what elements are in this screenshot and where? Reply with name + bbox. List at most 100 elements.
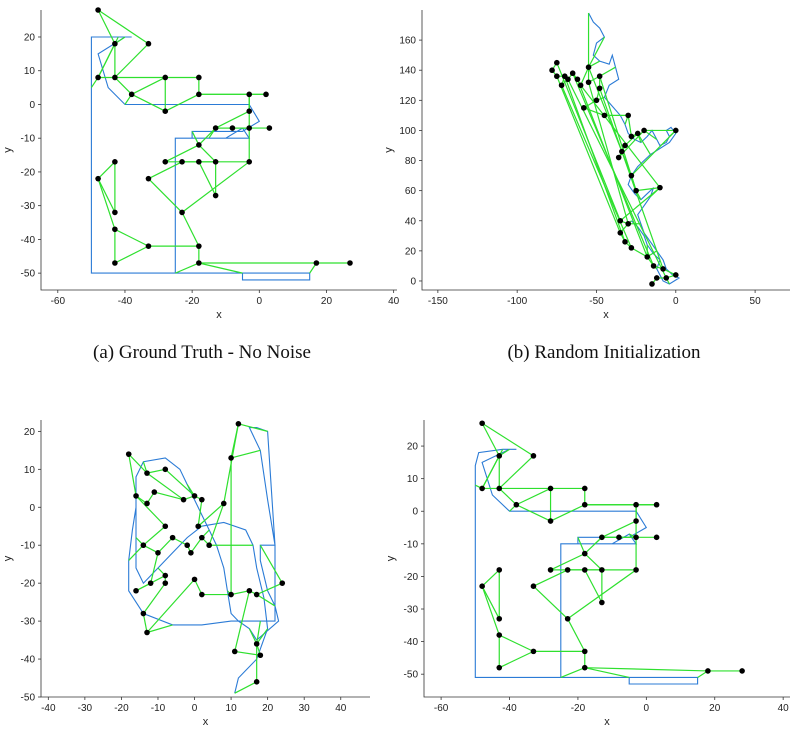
- graph-edge: [148, 161, 183, 180]
- x-tick-label: 40: [778, 703, 790, 714]
- landmark-point: [530, 583, 537, 589]
- landmark-point: [196, 243, 202, 249]
- landmark-point: [633, 501, 639, 508]
- landmark-point: [580, 105, 587, 111]
- landmark-point: [145, 243, 152, 249]
- landmark-point: [617, 229, 624, 236]
- axis-frame: [423, 420, 790, 698]
- landmark-point: [496, 664, 503, 671]
- landmark-point: [246, 159, 253, 165]
- y-tick-label: -50: [21, 269, 36, 280]
- landmark-point: [195, 523, 201, 530]
- graph-edge: [181, 161, 250, 213]
- landmark-point: [196, 159, 202, 165]
- observation-edge: [234, 681, 257, 694]
- landmark-point: [279, 580, 286, 586]
- landmark-point: [616, 534, 622, 541]
- landmark-point: [653, 275, 660, 281]
- landmark-point: [220, 500, 227, 507]
- y-tick-label: 120: [399, 96, 416, 107]
- landmark-point: [228, 455, 234, 461]
- landmark-point: [206, 542, 212, 549]
- landmark-point: [246, 108, 253, 115]
- graph-edge: [580, 66, 590, 86]
- y-tick-label: 10: [24, 66, 36, 77]
- observation-edge: [256, 628, 269, 645]
- axis-frame: [421, 10, 790, 291]
- landmark-point: [188, 550, 194, 556]
- graph-edge: [197, 503, 225, 527]
- landmark-point: [162, 74, 169, 81]
- graph-edge: [181, 212, 200, 247]
- landmark-point: [112, 40, 118, 47]
- landmark-point: [199, 591, 205, 598]
- y-tick-label: -40: [21, 235, 36, 246]
- landmark-point: [180, 496, 187, 503]
- graph-edge: [208, 503, 225, 546]
- graph-edge: [584, 667, 708, 672]
- landmark-point: [496, 485, 503, 492]
- y-tick-label: 10: [24, 465, 36, 476]
- graph-edge: [584, 553, 603, 571]
- x-tick-label: 10: [226, 703, 238, 714]
- landmark-point: [633, 518, 639, 524]
- landmark-point: [162, 572, 169, 579]
- landmark-point: [125, 451, 132, 457]
- landmark-point: [625, 220, 632, 227]
- graph-edge: [142, 525, 166, 546]
- y-tick-label: -20: [404, 572, 419, 583]
- landmark-point: [133, 587, 139, 594]
- y-tick-label: -30: [404, 605, 419, 616]
- landmark-point: [577, 82, 584, 89]
- panel-random-initialization: -150 -100 -50 0 50 0 20 40 60 80 100 120 140 160 x y: [383, 10, 790, 321]
- y-tick-label: 0: [412, 507, 418, 518]
- graph-edge: [154, 491, 184, 501]
- x-tick-label: 40: [388, 296, 400, 307]
- landmark-point: [191, 576, 198, 583]
- landmark-point: [581, 648, 588, 655]
- x-tick-label: 20: [262, 703, 274, 714]
- trajectory-path: [128, 427, 280, 694]
- graph-edge: [567, 618, 586, 652]
- landmark-point: [596, 85, 603, 92]
- landmark-point: [496, 632, 503, 638]
- graph-edge: [567, 78, 667, 279]
- x-tick-label: -40: [118, 296, 133, 307]
- landmark-point: [581, 550, 588, 557]
- graph-edge: [601, 520, 637, 538]
- landmark-point: [184, 542, 191, 549]
- axis-frame: [40, 420, 370, 698]
- graph-edge: [256, 582, 283, 596]
- landmark-point: [231, 648, 238, 655]
- graph-edge: [234, 650, 261, 656]
- observation-edge: [256, 594, 276, 607]
- landmark-point: [554, 73, 560, 80]
- landmark-point: [253, 641, 260, 647]
- panel-bottom-left: -40 -30 -20 -10 0 10 20 30 40 -50 -40 -30 -20 -10 0 10 2…: [2, 420, 370, 728]
- y-tick-label: 160: [399, 36, 416, 47]
- caption-a: (a) Ground Truth - No Noise: [93, 342, 311, 363]
- graph-edge: [131, 76, 166, 95]
- landmark-point: [199, 534, 205, 541]
- landmark-point: [625, 112, 632, 119]
- panel-ground-truth: -60 -40 -20 0 20 40 -50 -40 -30 -20 -10 0 10 20 x y: [2, 7, 400, 321]
- x-tick-label: -40: [502, 703, 517, 714]
- graph-edge: [114, 245, 149, 264]
- landmark-point: [479, 420, 485, 427]
- landmark-point: [496, 453, 503, 459]
- landmark-point: [633, 534, 639, 541]
- landmark-point: [191, 493, 198, 499]
- landmark-point: [739, 668, 745, 674]
- graph-edge: [146, 468, 166, 474]
- y-axis-label: y: [2, 147, 14, 153]
- graph-edge: [481, 422, 534, 457]
- landmark-point: [549, 67, 555, 74]
- graph-edge: [114, 228, 149, 247]
- landmark-point: [581, 664, 588, 671]
- landmark-point: [599, 534, 605, 541]
- landmark-point: [634, 130, 641, 137]
- landmark-point: [212, 159, 219, 165]
- graph-edge: [481, 422, 500, 457]
- observation-edge: [259, 544, 283, 584]
- landmark-point: [155, 550, 161, 556]
